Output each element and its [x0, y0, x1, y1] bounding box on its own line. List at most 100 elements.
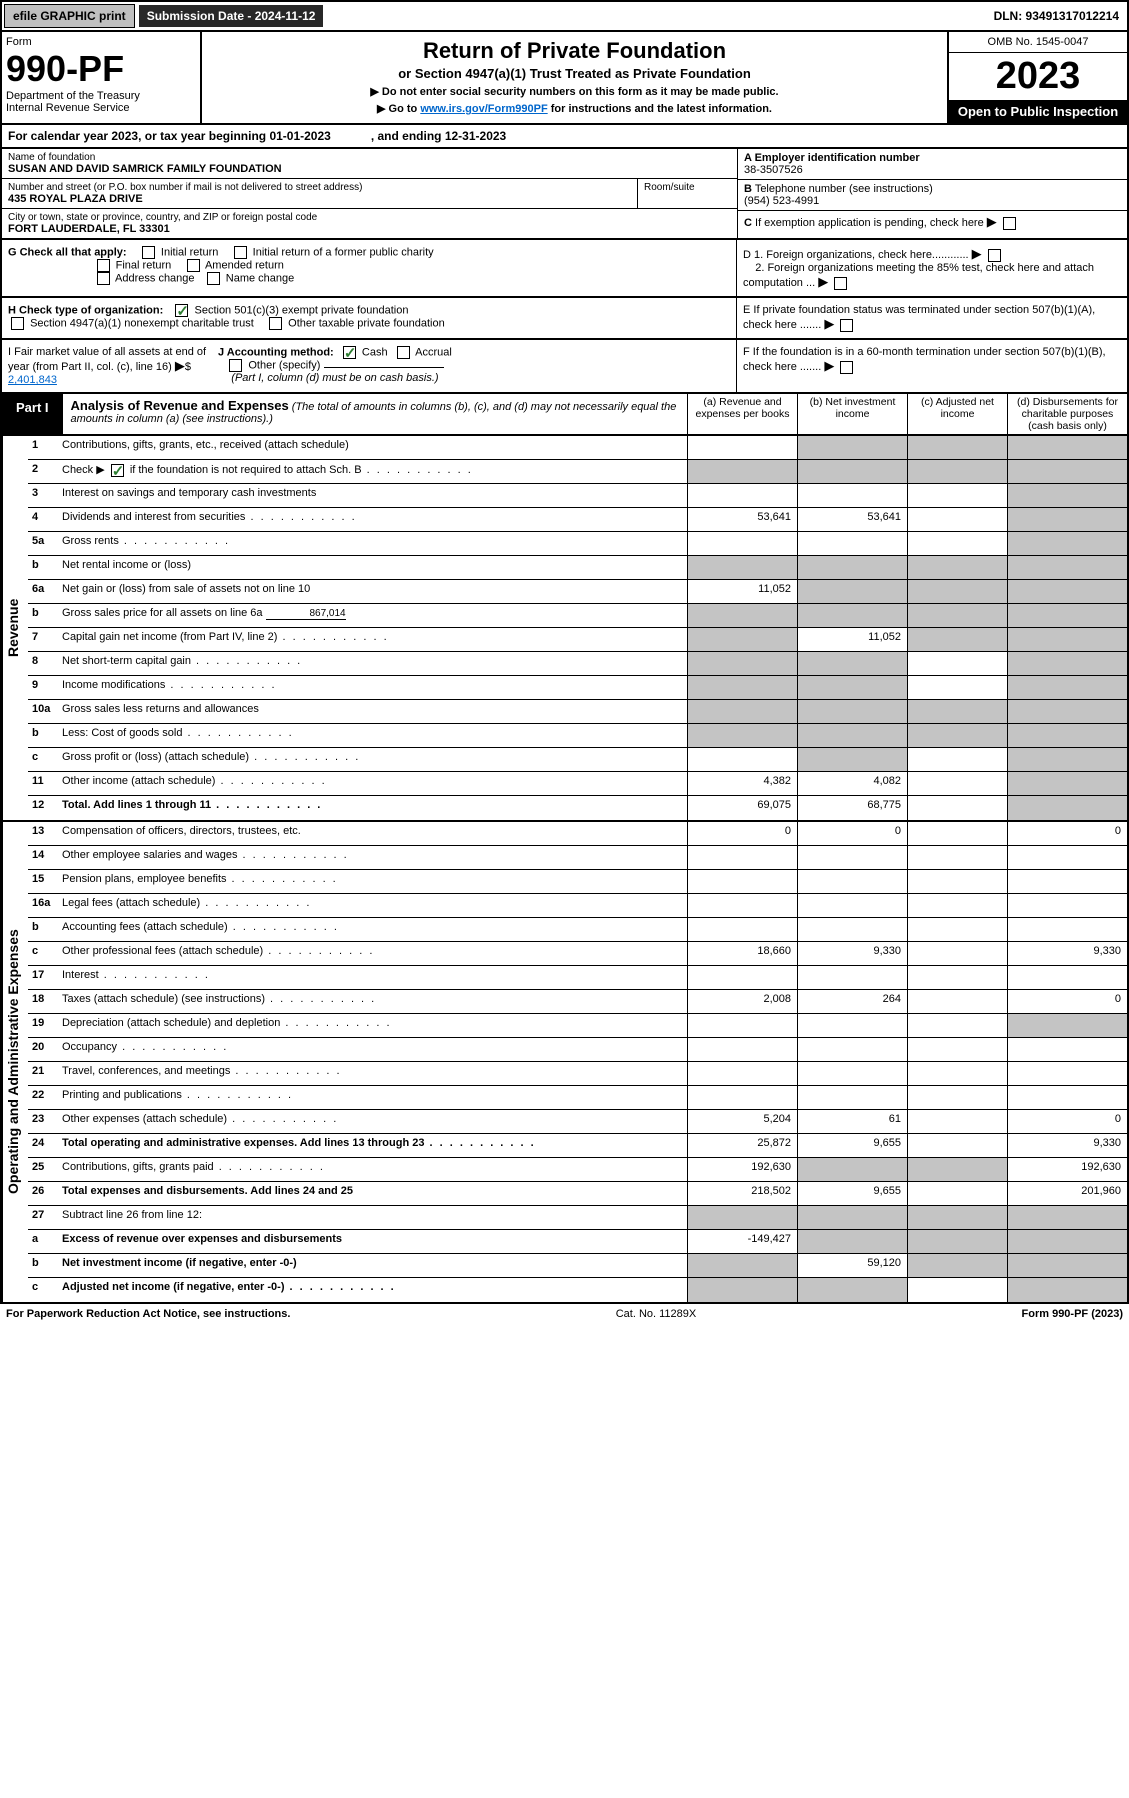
row-14: 14Other employee salaries and wages	[28, 846, 1127, 870]
row-26-label: Total expenses and disbursements. Add li…	[58, 1182, 687, 1205]
row-12-a: 69,075	[687, 796, 797, 820]
g-address-checkbox[interactable]	[97, 272, 110, 285]
row-3: 3Interest on savings and temporary cash …	[28, 484, 1127, 508]
part1-header: Part I Analysis of Revenue and Expenses …	[0, 394, 1129, 436]
row-20: 20Occupancy	[28, 1038, 1127, 1062]
irs-link[interactable]: www.irs.gov/Form990PF	[420, 103, 547, 115]
row-10c: cGross profit or (loss) (attach schedule…	[28, 748, 1127, 772]
g-o4: Amended return	[205, 259, 284, 271]
h-4947-checkbox[interactable]	[11, 317, 24, 330]
h-501c3-checkbox[interactable]	[175, 304, 188, 317]
row-23-label: Other expenses (attach schedule)	[58, 1110, 687, 1133]
g-name-checkbox[interactable]	[207, 272, 220, 285]
a-label: A Employer identification number	[744, 152, 920, 164]
c-checkbox[interactable]	[1003, 217, 1016, 230]
g-initial-checkbox[interactable]	[142, 246, 155, 259]
j-note: (Part I, column (d) must be on cash basi…	[231, 372, 438, 384]
g-amended-checkbox[interactable]	[187, 259, 200, 272]
form-header-center: Return of Private Foundation or Section …	[202, 32, 947, 123]
row-27b: bNet investment income (if negative, ent…	[28, 1254, 1127, 1278]
row-26: 26Total expenses and disbursements. Add …	[28, 1182, 1127, 1206]
info-block: Name of foundation SUSAN AND DAVID SAMRI…	[0, 149, 1129, 240]
phone-cell: B Telephone number (see instructions) (9…	[738, 180, 1127, 211]
row-13-b: 0	[797, 822, 907, 845]
row-6b-val: 867,014	[266, 608, 346, 620]
note2-post: for instructions and the latest informat…	[548, 103, 772, 115]
h-other-checkbox[interactable]	[269, 317, 282, 330]
schb-checkbox[interactable]	[111, 464, 124, 477]
expenses-table: Operating and Administrative Expenses 13…	[0, 822, 1129, 1304]
row-14-label: Other employee salaries and wages	[58, 846, 687, 869]
row-18-a: 2,008	[687, 990, 797, 1013]
fmv-value[interactable]: 2,401,843	[8, 374, 57, 386]
row-21-label: Travel, conferences, and meetings	[58, 1062, 687, 1085]
row-2: 2Check ▶ if the foundation is not requir…	[28, 460, 1127, 484]
e-section: E If private foundation status was termi…	[737, 298, 1127, 338]
part1-desc: Analysis of Revenue and Expenses (The to…	[63, 394, 687, 434]
foundation-name: SUSAN AND DAVID SAMRICK FAMILY FOUNDATIO…	[8, 163, 282, 175]
b-label: B	[744, 183, 752, 195]
row-16c-a: 18,660	[687, 942, 797, 965]
city-cell: City or town, state or province, country…	[2, 209, 737, 238]
row-6b: bGross sales price for all assets on lin…	[28, 604, 1127, 628]
d-section: D 1. Foreign organizations, check here..…	[737, 240, 1127, 296]
row-5b-label: Net rental income or (loss)	[58, 556, 687, 579]
row-16a-label: Legal fees (attach schedule)	[58, 894, 687, 917]
row-27a: aExcess of revenue over expenses and dis…	[28, 1230, 1127, 1254]
form-title: Return of Private Foundation	[208, 38, 941, 64]
row-10b-label: Less: Cost of goods sold	[58, 724, 687, 747]
h-label: H Check type of organization:	[8, 304, 163, 316]
row-25-a: 192,630	[687, 1158, 797, 1181]
row-3-label: Interest on savings and temporary cash i…	[58, 484, 687, 507]
d1-checkbox[interactable]	[988, 249, 1001, 262]
g-o1: Initial return	[161, 246, 218, 258]
row-27c-label: Adjusted net income (if negative, enter …	[58, 1278, 687, 1302]
row-16c-label: Other professional fees (attach schedule…	[58, 942, 687, 965]
i-j-section: I Fair market value of all assets at end…	[2, 340, 737, 392]
expenses-body: 13Compensation of officers, directors, t…	[28, 822, 1127, 1302]
info-left: Name of foundation SUSAN AND DAVID SAMRI…	[2, 149, 737, 238]
info-right: A Employer identification number 38-3507…	[737, 149, 1127, 238]
d2-checkbox[interactable]	[834, 277, 847, 290]
row-18: 18Taxes (attach schedule) (see instructi…	[28, 990, 1127, 1014]
d1-text: D 1. Foreign organizations, check here..…	[743, 249, 969, 261]
j-accrual-checkbox[interactable]	[397, 346, 410, 359]
row-1-label: Contributions, gifts, grants, etc., rece…	[58, 436, 687, 459]
f-checkbox[interactable]	[840, 361, 853, 374]
row-11-a: 4,382	[687, 772, 797, 795]
i-j-f-block: I Fair market value of all assets at end…	[0, 340, 1129, 394]
col-c-header: (c) Adjusted net income	[907, 394, 1007, 434]
col-b-header: (b) Net investment income	[797, 394, 907, 434]
row-17-label: Interest	[58, 966, 687, 989]
h-section: H Check type of organization: Section 50…	[2, 298, 737, 338]
arrow-icon: ▶	[972, 246, 982, 261]
row-27a-a: -149,427	[687, 1230, 797, 1253]
g-d-block: G Check all that apply: Initial return I…	[0, 240, 1129, 298]
calendar-year-row: For calendar year 2023, or tax year begi…	[0, 125, 1129, 149]
ein-cell: A Employer identification number 38-3507…	[738, 149, 1127, 180]
ein-value: 38-3507526	[744, 164, 803, 176]
row-9: 9Income modifications	[28, 676, 1127, 700]
omb-number: OMB No. 1545-0047	[949, 32, 1127, 53]
row-11-label: Other income (attach schedule)	[58, 772, 687, 795]
form-number: 990-PF	[6, 48, 196, 90]
row-13-label: Compensation of officers, directors, tru…	[58, 822, 687, 845]
arrow-icon: ▶	[987, 214, 997, 229]
row-25-d: 192,630	[1007, 1158, 1127, 1181]
row-25-label: Contributions, gifts, grants paid	[58, 1158, 687, 1181]
e-checkbox[interactable]	[840, 319, 853, 332]
row-13: 13Compensation of officers, directors, t…	[28, 822, 1127, 846]
revenue-side-label: Revenue	[2, 436, 28, 820]
revenue-body: 1Contributions, gifts, grants, etc., rec…	[28, 436, 1127, 820]
row-18-label: Taxes (attach schedule) (see instruction…	[58, 990, 687, 1013]
g-final-checkbox[interactable]	[97, 259, 110, 272]
row-21: 21Travel, conferences, and meetings	[28, 1062, 1127, 1086]
addr-label: Number and street (or P.O. box number if…	[8, 182, 362, 193]
dept-line-1: Department of the Treasury	[6, 90, 196, 102]
efile-button[interactable]: efile GRAPHIC print	[4, 4, 135, 28]
j-other-checkbox[interactable]	[229, 359, 242, 372]
j-cash-checkbox[interactable]	[343, 346, 356, 359]
g-initial-former-checkbox[interactable]	[234, 246, 247, 259]
row-6b-label: Gross sales price for all assets on line…	[58, 604, 687, 627]
row-27: 27Subtract line 26 from line 12:	[28, 1206, 1127, 1230]
